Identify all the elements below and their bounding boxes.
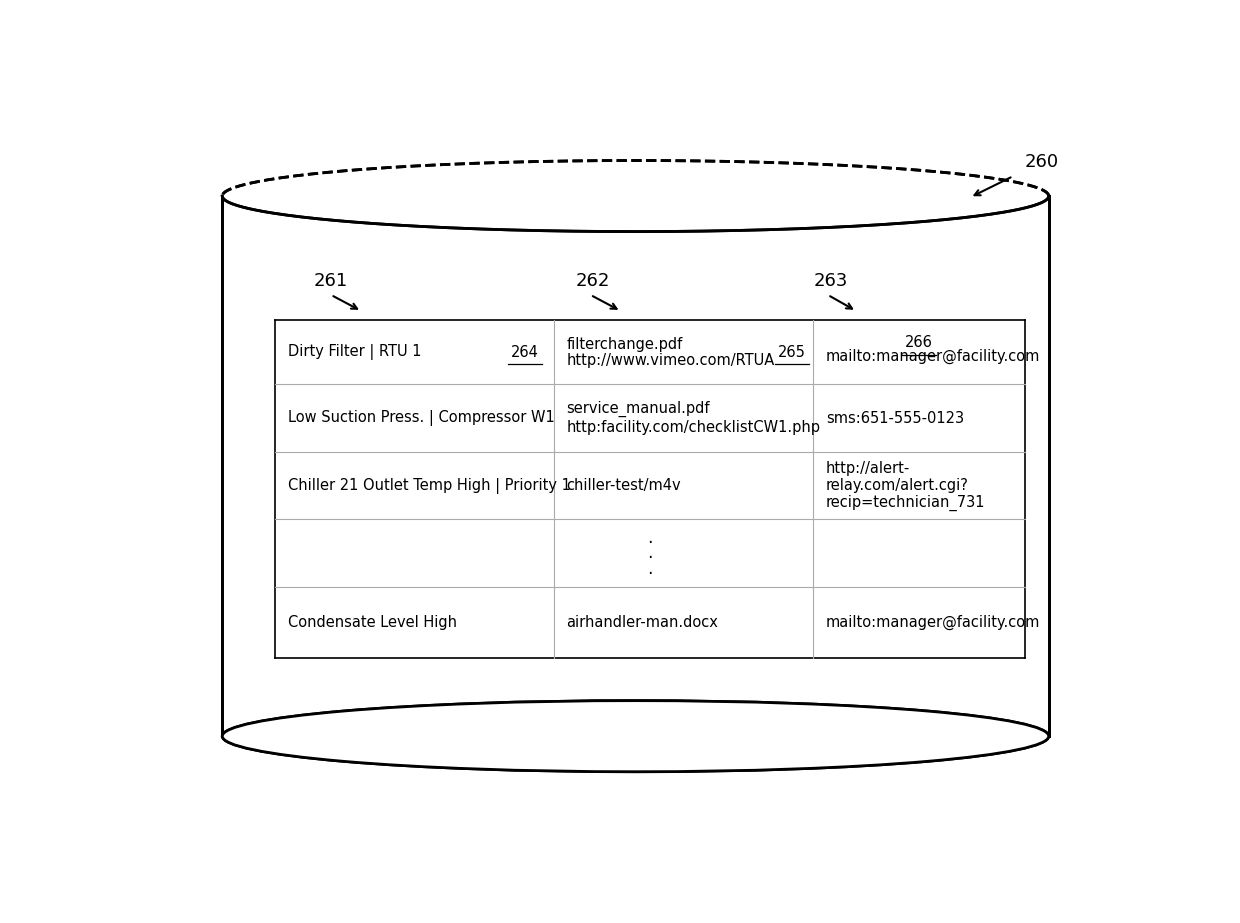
Text: .: . [647,545,652,562]
Text: 261: 261 [314,272,347,290]
Text: .: . [647,529,652,546]
Text: 262: 262 [575,272,610,290]
Text: mailto:manager@facility.com: mailto:manager@facility.com [826,349,1040,365]
Text: 266: 266 [905,335,932,350]
FancyBboxPatch shape [222,196,1049,737]
Text: Condensate Level High: Condensate Level High [288,615,456,630]
Text: airhandler-man.docx: airhandler-man.docx [567,615,718,630]
Ellipse shape [222,161,1049,232]
Text: sms:651-555-0123: sms:651-555-0123 [826,411,963,426]
Ellipse shape [222,701,1049,772]
Text: Dirty Filter | RTU 1: Dirty Filter | RTU 1 [288,344,422,360]
Text: 265: 265 [779,345,806,360]
Text: 260: 260 [1024,153,1059,171]
Text: .: . [647,560,652,578]
Text: chiller-test/m4v: chiller-test/m4v [567,478,681,493]
Text: http://www.vimeo.com/RTUA: http://www.vimeo.com/RTUA [567,353,775,368]
Text: http:facility.com/checklistCW1.php: http:facility.com/checklistCW1.php [567,420,821,435]
Text: Low Suction Press. | Compressor W1: Low Suction Press. | Compressor W1 [288,410,554,426]
Text: Chiller 21 Outlet Temp High | Priority 1: Chiller 21 Outlet Temp High | Priority 1 [288,478,570,494]
Text: filterchange.pdf: filterchange.pdf [567,337,682,352]
Ellipse shape [222,701,1049,772]
Text: relay.com/alert.cgi?: relay.com/alert.cgi? [826,478,968,493]
Text: recip=technician_731: recip=technician_731 [826,495,986,510]
Text: http://alert-: http://alert- [826,462,910,476]
Text: mailto:manager@facility.com: mailto:manager@facility.com [826,615,1040,630]
Text: 263: 263 [813,272,848,290]
Text: service_manual.pdf: service_manual.pdf [567,401,709,417]
Text: 264: 264 [511,345,539,360]
